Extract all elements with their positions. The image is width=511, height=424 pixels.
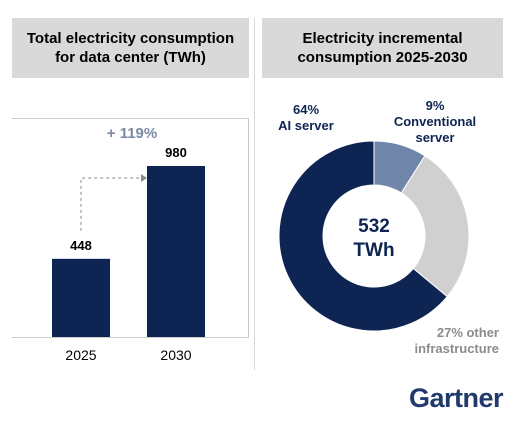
- donut-chart-title-line-1: Electricity incremental: [297, 29, 467, 48]
- panel-divider: [254, 18, 255, 370]
- donut-slice-label: 64% AI server: [278, 102, 334, 133]
- donut-chart-title-line-2: consumption 2025-2030: [297, 48, 467, 67]
- growth-annotation: + 119%: [107, 125, 157, 142]
- donut-chart-title: Electricity incremental consumption 2025…: [262, 18, 503, 78]
- donut-center-value: 532: [358, 216, 390, 237]
- bar-2025: [52, 259, 110, 337]
- bar-chart-title-line-2: for data center (TWh): [27, 48, 234, 67]
- x-tick-label: 2025: [65, 347, 96, 363]
- x-tick-label: 2030: [160, 347, 191, 363]
- bar-value-label: 980: [165, 145, 187, 160]
- growth-arrowhead: [141, 174, 147, 182]
- donut-chart: 532 TWh 9% Conventional server 27% other infra…: [262, 78, 511, 370]
- donut-slice-label: 27% other infrastructure: [414, 325, 499, 356]
- bar-value-label: 448: [70, 238, 92, 253]
- bar-chart-title-line-1: Total electricity consumption: [27, 29, 234, 48]
- bar-chart: 448 2025 980 2030 + 119%: [12, 78, 249, 370]
- gartner-logo: Gartner: [409, 383, 503, 414]
- bar-2030: [147, 166, 205, 337]
- bar-chart-title: Total electricity consumption for data c…: [12, 18, 249, 78]
- growth-arrow-line: [81, 178, 141, 231]
- donut-center-unit: TWh: [353, 240, 394, 261]
- donut-slice-label: 9% Conventional server: [394, 98, 476, 145]
